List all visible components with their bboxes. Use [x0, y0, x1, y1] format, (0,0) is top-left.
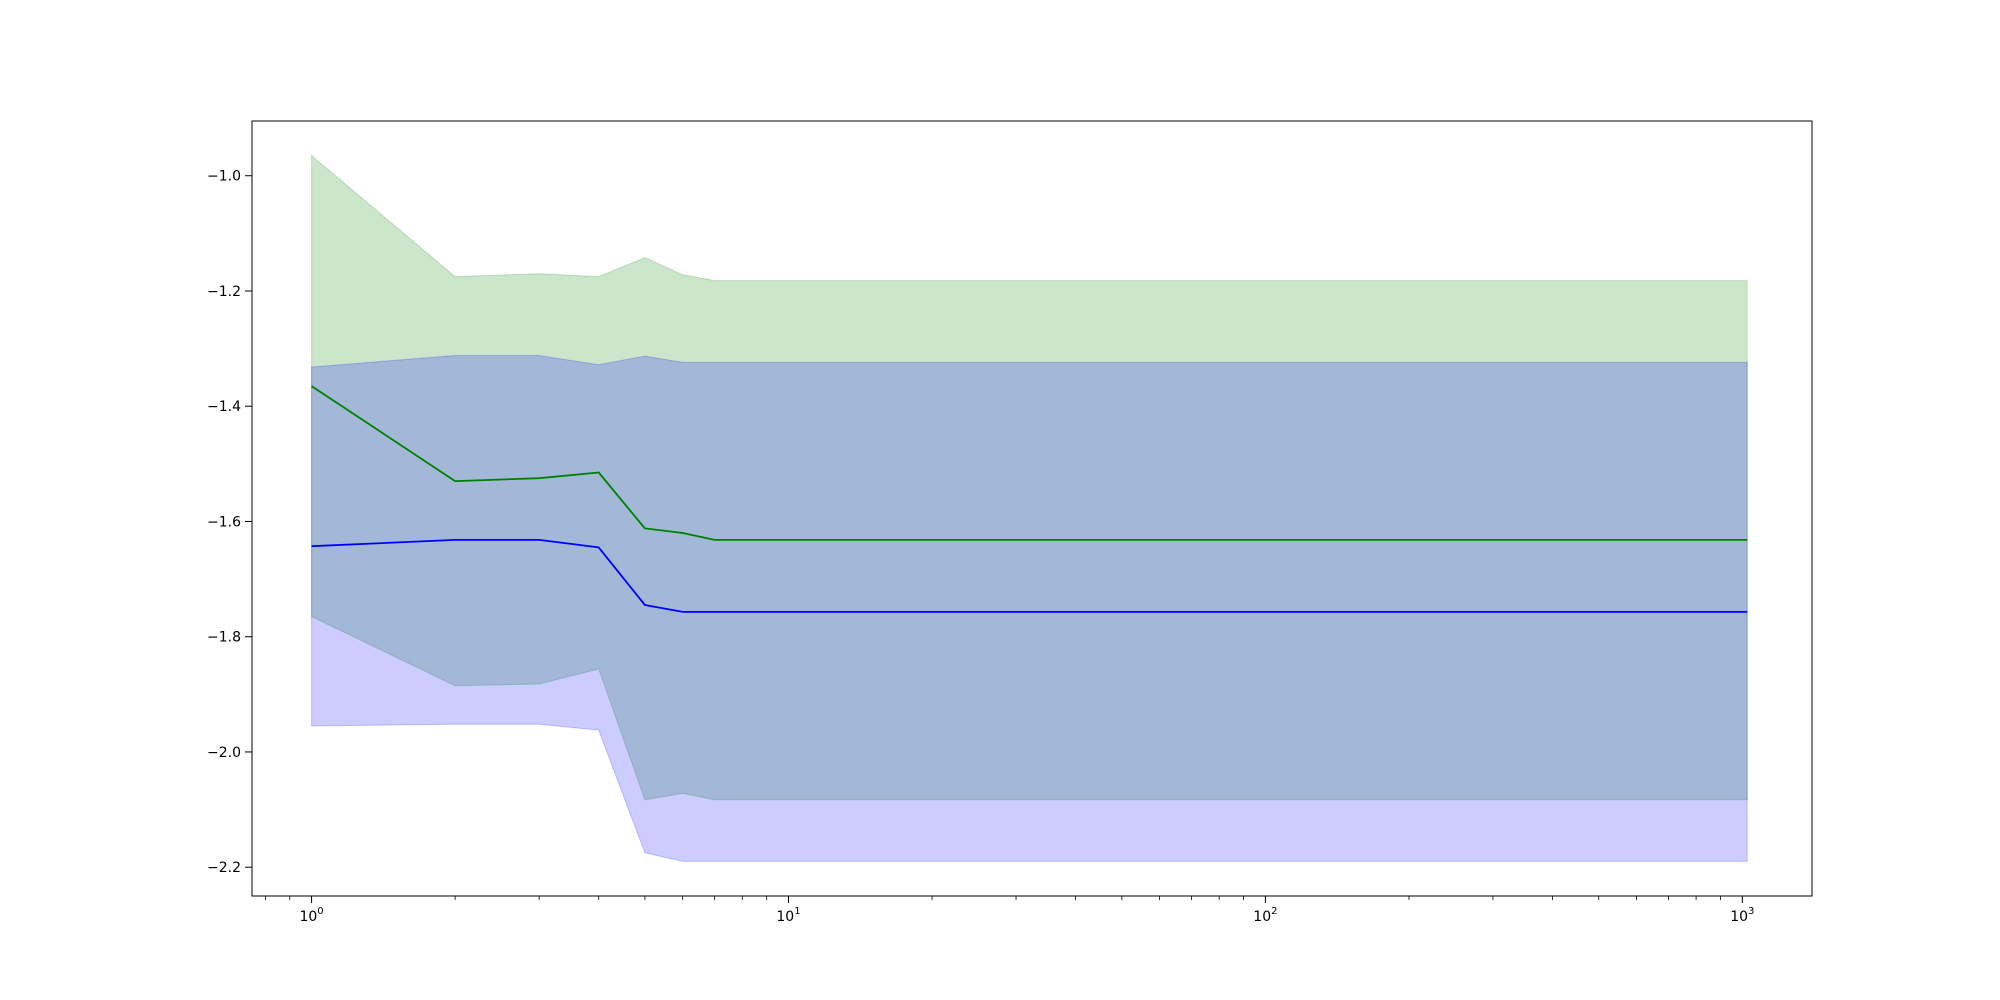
series-lines [311, 385, 1748, 613]
series-2-line [311, 539, 1748, 613]
plot-frame [251, 120, 1813, 897]
x-tick-label: 102 [1253, 906, 1277, 925]
x-tick-label: 103 [1730, 906, 1754, 925]
y-tick-label: −1.6 [207, 514, 241, 530]
y-tick-label: −1.8 [207, 630, 241, 646]
y-tick-label: −2.2 [207, 860, 241, 876]
x-tick-label: 101 [776, 906, 800, 925]
y-tick-label: −1.2 [207, 284, 241, 300]
y-axis: −1.0 −1.2 −1.4 −1.6 −1.8 −2.0 −2.2 [207, 169, 252, 876]
y-tick-label: −1.4 [207, 399, 241, 415]
series-1-line [311, 385, 1748, 541]
confidence-bands [311, 154, 1748, 862]
x-axis: 100 101 102 103 [264, 896, 1754, 925]
series-2-band [311, 355, 1748, 862]
x-tick-label: 100 [299, 906, 323, 925]
y-tick-label: −1.0 [207, 169, 241, 185]
y-tick-label: −2.0 [207, 745, 241, 761]
series-1-band [311, 154, 1748, 801]
